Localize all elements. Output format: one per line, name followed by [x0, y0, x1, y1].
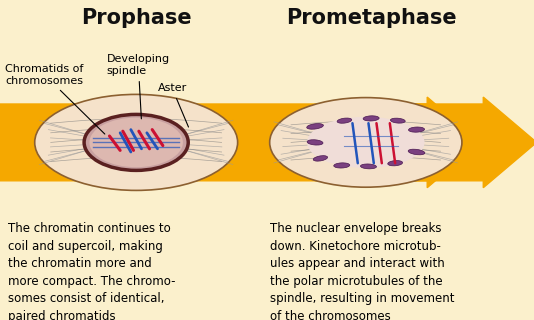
Ellipse shape — [408, 149, 425, 155]
Ellipse shape — [307, 124, 324, 129]
Ellipse shape — [409, 127, 425, 132]
Ellipse shape — [360, 164, 376, 169]
Ellipse shape — [84, 114, 189, 170]
Text: Chromatids of
chromosomes: Chromatids of chromosomes — [5, 64, 105, 134]
Ellipse shape — [313, 156, 327, 161]
Ellipse shape — [270, 98, 462, 187]
Text: Developing
spindle: Developing spindle — [107, 54, 170, 119]
FancyArrow shape — [0, 97, 481, 188]
Text: Prophase: Prophase — [81, 8, 192, 28]
Ellipse shape — [388, 161, 403, 166]
Text: Aster: Aster — [158, 83, 189, 127]
Ellipse shape — [334, 163, 350, 168]
Text: The chromatin continues to
coil and supercoil, making
the chromatin more and
mor: The chromatin continues to coil and supe… — [8, 222, 176, 320]
FancyArrow shape — [331, 97, 534, 188]
Text: Prometaphase: Prometaphase — [286, 8, 457, 28]
Ellipse shape — [363, 116, 379, 121]
Ellipse shape — [35, 94, 238, 190]
Ellipse shape — [90, 117, 183, 167]
Ellipse shape — [307, 140, 323, 145]
Ellipse shape — [337, 118, 352, 123]
Ellipse shape — [307, 117, 425, 168]
Ellipse shape — [390, 118, 405, 123]
Text: The nuclear envelope breaks
down. Kinetochore microtub-
ules appear and interact: The nuclear envelope breaks down. Kineto… — [270, 222, 454, 320]
